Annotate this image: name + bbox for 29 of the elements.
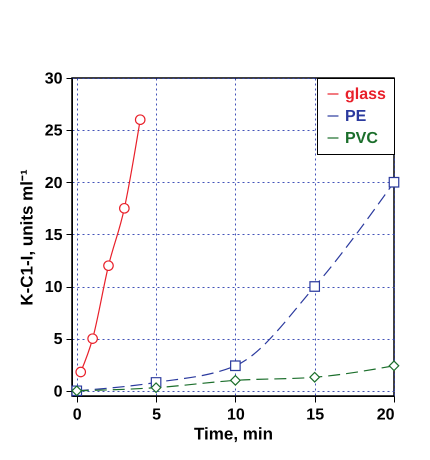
point: [309, 281, 320, 292]
point: [230, 375, 241, 386]
y-tick-label: 15: [44, 226, 63, 244]
y-tick-label: 0: [54, 383, 63, 400]
x-tick-label: 15: [306, 406, 324, 424]
point: [134, 114, 146, 126]
x-tick-label: 10: [226, 406, 245, 424]
y-axis-title: K-C1-I, units ml⁻¹: [18, 169, 37, 306]
point: [87, 333, 98, 344]
x-tick-label: 20: [376, 406, 395, 424]
point: [388, 176, 400, 188]
y-tick-label: 10: [44, 279, 63, 296]
point: [75, 366, 86, 378]
y-tick-label: 5: [54, 331, 63, 348]
point: [230, 360, 241, 372]
legend-label: glass: [345, 86, 386, 103]
point: [119, 202, 130, 214]
y-tick-label: 20: [44, 174, 63, 192]
x-tick-label: 0: [72, 406, 82, 424]
x-tick-label: 5: [152, 406, 162, 424]
x-axis-title: Time, min: [194, 424, 274, 444]
legend-label: PE: [345, 108, 367, 125]
y-tick-label: 30: [44, 70, 63, 88]
legend-label: PVC: [345, 130, 378, 147]
point: [103, 260, 114, 272]
y-tick-label: 25: [44, 122, 63, 140]
point: [388, 360, 400, 372]
point: [150, 382, 162, 393]
point: [309, 372, 320, 383]
